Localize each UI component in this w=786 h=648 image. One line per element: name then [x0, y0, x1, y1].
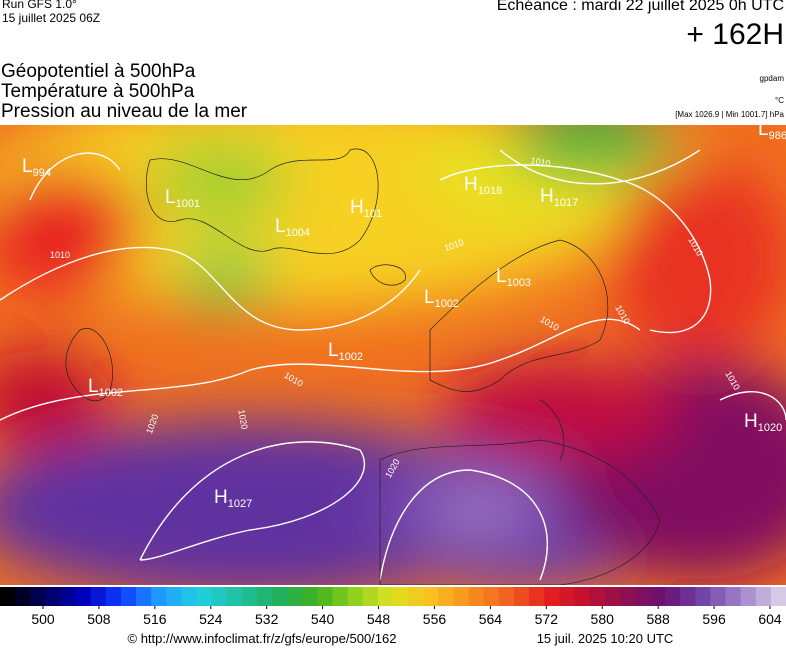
- colorbar-swatch: [634, 587, 651, 606]
- colorbar-swatch: [483, 587, 500, 606]
- colorbar-swatch: [680, 587, 696, 606]
- colorbar-swatch: [408, 587, 424, 606]
- colorbar-swatch: [498, 587, 515, 606]
- colorbar-swatch: [166, 587, 182, 606]
- pressure-center: H1018: [464, 174, 502, 197]
- colorbar-tick-label: 532: [255, 611, 279, 627]
- pressure-center: L994: [22, 156, 51, 179]
- run-date: 15 juillet 2025 06Z: [2, 11, 101, 25]
- colorbar-swatch: [181, 587, 197, 606]
- colorbar-swatch: [0, 587, 16, 606]
- pressure-center: H1027: [214, 487, 252, 510]
- colorbar-swatch: [196, 587, 213, 606]
- colorbar-swatch: [438, 587, 454, 606]
- colorbar-swatch: [30, 587, 46, 606]
- pressure-center: H1020: [744, 411, 782, 434]
- colorbar-swatch: [256, 587, 273, 606]
- colorbar-swatch: [105, 587, 122, 606]
- colorbar-swatch: [377, 587, 394, 606]
- pressure-center: L1002: [328, 340, 363, 363]
- colorbar-tick-label: 500: [31, 611, 55, 627]
- isobar-label: 1010: [50, 250, 70, 260]
- unit-celsius: °C: [775, 96, 784, 105]
- isobar-label: 1010: [530, 155, 551, 168]
- colorbar-swatch: [287, 587, 303, 606]
- colorbar-swatch: [453, 587, 470, 606]
- colorbar-swatch: [332, 587, 349, 606]
- unit-gpdam: gpdam: [759, 74, 784, 83]
- colorbar-tick-label: 580: [591, 611, 615, 627]
- pressure-center: L986: [758, 119, 786, 142]
- colorbar-tick-label: 604: [758, 611, 782, 627]
- colorbar-tick-label: 556: [423, 611, 447, 627]
- title: Pression au niveau de la mer: [1, 101, 248, 122]
- isobar-label: 1020: [236, 409, 249, 430]
- colorbar-swatch: [241, 587, 258, 606]
- colorbar-swatch: [695, 587, 711, 606]
- colorbar-swatch: [90, 587, 107, 606]
- colorbar-swatch: [604, 587, 621, 606]
- coastlines: [65, 148, 661, 585]
- colorbar-tick-label: 548: [367, 611, 391, 627]
- colorbar-swatch: [468, 587, 485, 606]
- colorbar-tick-label: 508: [87, 611, 111, 627]
- colorbar-swatch: [740, 587, 757, 606]
- colorbar-swatch: [559, 587, 575, 606]
- isobars: [0, 149, 786, 581]
- pressure-center: L1001: [165, 187, 200, 210]
- colorbar-swatch: [272, 587, 288, 606]
- colorbar-tick-label: 524: [199, 611, 223, 627]
- colorbar-swatch: [120, 587, 137, 606]
- pressure-center: L1004: [275, 216, 310, 239]
- colorbar-swatch: [544, 587, 560, 606]
- colorbar-swatch: [619, 587, 636, 606]
- colorbar-swatch: [60, 587, 77, 606]
- colorbar-swatch: [75, 587, 92, 606]
- pressure-center: L1002: [424, 287, 459, 310]
- colorbar-swatch: [347, 587, 364, 606]
- colorbar-tick-label: 564: [479, 611, 503, 627]
- lead-time: + 162H: [686, 18, 784, 51]
- colorbar-swatch: [423, 587, 439, 606]
- colorbar-swatch: [211, 587, 228, 606]
- colorbar-swatch: [362, 587, 379, 606]
- title: Géopotentiel à 500hPa: [1, 61, 196, 82]
- pressure-center: H101: [350, 197, 382, 220]
- colorbar-swatch: [589, 587, 606, 606]
- field: [0, 125, 786, 585]
- colorbar-swatch: [710, 587, 727, 606]
- colorbar-tick-label: 588: [646, 611, 670, 627]
- colorbar-swatch: [226, 587, 243, 606]
- pressure-range: [Max 1026.9 | Min 1001.7] hPa: [675, 110, 784, 119]
- colorbar-swatch: [45, 587, 61, 606]
- pressure-center: H1017: [540, 186, 578, 209]
- colorbar-tick-label: 540: [311, 611, 335, 627]
- colorbar-swatch: [151, 587, 167, 606]
- run-label: Run GFS 1.0°: [2, 0, 77, 11]
- colorbar-swatch: [529, 587, 545, 606]
- colorbar-swatch: [725, 587, 742, 606]
- footer-url: © http://www.infoclimat.fr/z/gfs/europe/…: [128, 631, 397, 646]
- pressure-center: L1002: [88, 376, 123, 399]
- footer-timestamp: 15 juil. 2025 10:20 UTC: [537, 631, 674, 646]
- colorbar-swatch: [393, 587, 409, 606]
- colorbar-tick-label: 572: [535, 611, 559, 627]
- pressure-center: L1003: [496, 266, 531, 289]
- colorbar-swatch: [317, 587, 334, 606]
- colorbar-swatch: [136, 587, 152, 606]
- echeance: Echéance : mardi 22 juillet 2025 0h UTC: [496, 0, 784, 14]
- colorbar-swatch: [649, 587, 666, 606]
- colorbar-swatch: [770, 587, 786, 606]
- colorbar-swatch: [302, 587, 318, 606]
- colorbar-swatch: [513, 587, 530, 606]
- colorbar-tick-label: 596: [702, 611, 726, 627]
- colorbar-swatch: [665, 587, 681, 606]
- title: Température à 500hPa: [1, 81, 195, 102]
- colorbar-swatch: [574, 587, 590, 606]
- colorbar-swatch: [755, 587, 772, 606]
- colorbar-swatch: [15, 587, 31, 606]
- colorbar-tick-label: 516: [143, 611, 167, 627]
